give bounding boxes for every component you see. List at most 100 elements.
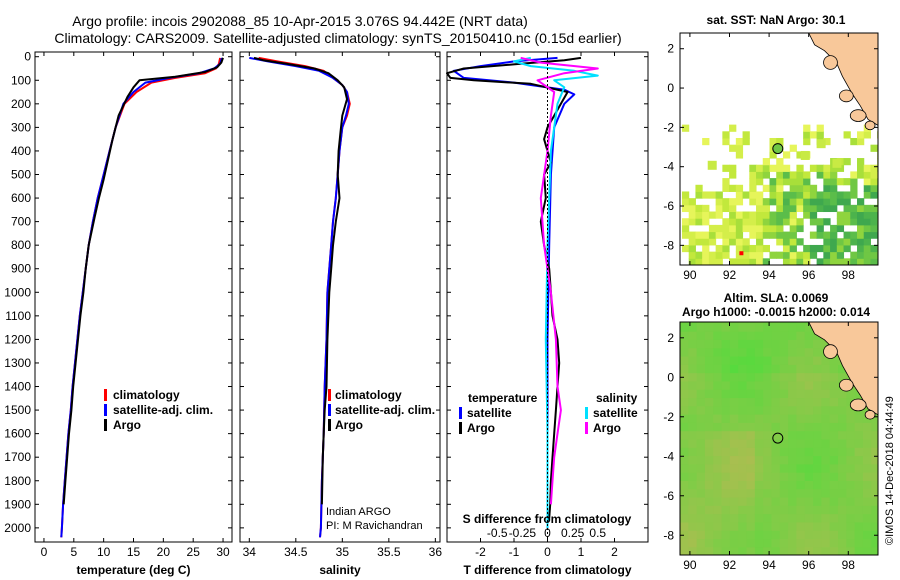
sst-pixel bbox=[850, 204, 858, 213]
sla-pixel bbox=[771, 414, 781, 423]
sst-pixel bbox=[782, 211, 791, 219]
y-tick-label: 2000 bbox=[4, 521, 31, 535]
sla-pixel bbox=[746, 397, 756, 407]
sla-pixel bbox=[754, 397, 764, 407]
sla-pixel bbox=[688, 472, 698, 481]
sla-pixel bbox=[746, 430, 756, 440]
sla-pixel bbox=[754, 331, 764, 340]
sla-pixel bbox=[788, 438, 798, 448]
sst-pixel bbox=[863, 191, 871, 199]
sst-pixel bbox=[857, 171, 865, 179]
sst-pixel bbox=[796, 251, 804, 259]
sla-pixel bbox=[854, 505, 864, 515]
sla-pixel bbox=[721, 331, 731, 340]
sla-pixel bbox=[763, 355, 773, 365]
sst-pixel bbox=[850, 191, 858, 199]
sla-pixel bbox=[804, 355, 814, 365]
sla-pixel bbox=[763, 347, 773, 357]
sla-pixel bbox=[779, 438, 789, 448]
sla-pixel bbox=[738, 496, 748, 506]
sla-pixel bbox=[829, 521, 839, 531]
sst-pixel bbox=[850, 137, 858, 146]
sla-pixel bbox=[871, 463, 878, 473]
sst-pixel bbox=[762, 204, 770, 213]
sst-pixel bbox=[742, 137, 750, 146]
sst-pixel bbox=[836, 224, 845, 233]
sla-pixel bbox=[696, 372, 706, 382]
sla-pixel bbox=[880, 356, 889, 365]
sst-pixel bbox=[830, 238, 838, 246]
sla-pixel bbox=[696, 414, 706, 423]
sla-pixel bbox=[846, 488, 856, 498]
sst-pixel bbox=[830, 184, 838, 192]
sst-pixel bbox=[850, 211, 858, 219]
legend-title-temperature: temperature bbox=[468, 391, 538, 405]
sla-pixel bbox=[796, 488, 806, 498]
sla-pixel bbox=[680, 422, 689, 432]
sst-pixel bbox=[816, 191, 824, 199]
sst-pixel bbox=[762, 231, 770, 239]
sla-pixel bbox=[688, 380, 698, 390]
sst-pixel bbox=[843, 198, 851, 206]
sla-pixel bbox=[788, 405, 798, 415]
sst-pixel bbox=[789, 218, 797, 226]
sst-pixel bbox=[782, 238, 791, 246]
sst-pixel bbox=[681, 244, 690, 253]
sla-pixel bbox=[704, 538, 714, 548]
map-subtitle: Argo h1000: -0.0015 h2000: 0.014 bbox=[682, 305, 870, 319]
sla-pixel bbox=[880, 331, 889, 340]
sla-pixel bbox=[821, 447, 831, 457]
sla-pixel bbox=[680, 322, 689, 332]
sst-pixel bbox=[809, 211, 818, 219]
sla-pixel bbox=[704, 380, 714, 390]
sla-pixel bbox=[779, 372, 789, 382]
sla-pixel bbox=[721, 380, 731, 390]
sst-pixel bbox=[782, 164, 791, 172]
sla-pixel bbox=[779, 422, 789, 432]
sla-pixel bbox=[771, 322, 781, 332]
sla-pixel bbox=[754, 430, 764, 440]
sla-pixel bbox=[862, 430, 872, 440]
sst-pixel bbox=[776, 158, 784, 166]
sst-pixel bbox=[722, 224, 730, 233]
sla-pixel bbox=[763, 472, 773, 481]
sla-pixel bbox=[813, 546, 822, 555]
sla-pixel bbox=[704, 372, 714, 382]
sla-pixel bbox=[796, 372, 806, 382]
legend-label: climatology bbox=[335, 388, 402, 402]
sla-pixel bbox=[771, 438, 781, 448]
sla-pixel bbox=[821, 488, 831, 498]
sst-pixel bbox=[688, 231, 696, 239]
sla-pixel bbox=[746, 405, 756, 415]
sst-pixel bbox=[789, 198, 797, 206]
sla-pixel bbox=[729, 414, 739, 423]
sla-pixel bbox=[804, 505, 814, 515]
sla-pixel bbox=[804, 488, 814, 498]
sst-pixel bbox=[823, 238, 831, 246]
sla-pixel bbox=[779, 480, 789, 490]
sla-pixel bbox=[696, 472, 706, 481]
sst-pixel bbox=[857, 231, 865, 239]
sst-pixel bbox=[769, 151, 777, 159]
sla-pixel bbox=[862, 463, 872, 473]
sla-pixel bbox=[788, 505, 798, 515]
sst-pixel bbox=[857, 258, 865, 265]
sla-pixel bbox=[746, 364, 756, 374]
sla-pixel bbox=[829, 480, 839, 490]
sla-pixel bbox=[738, 414, 748, 423]
sla-pixel bbox=[754, 496, 764, 506]
x-tick-label: 30 bbox=[216, 545, 230, 559]
sla-pixel bbox=[688, 455, 698, 465]
sst-pixel bbox=[870, 258, 878, 265]
sst-pixel bbox=[823, 244, 831, 253]
sla-pixel bbox=[680, 331, 689, 340]
sla-pixel bbox=[846, 530, 856, 540]
sst-pixel bbox=[803, 244, 811, 253]
sst-pixel bbox=[702, 204, 710, 213]
sla-pixel bbox=[738, 480, 748, 490]
sla-pixel bbox=[821, 405, 831, 415]
sla-pixel bbox=[754, 364, 764, 374]
sla-pixel bbox=[680, 405, 689, 415]
sla-pixel bbox=[788, 472, 798, 481]
